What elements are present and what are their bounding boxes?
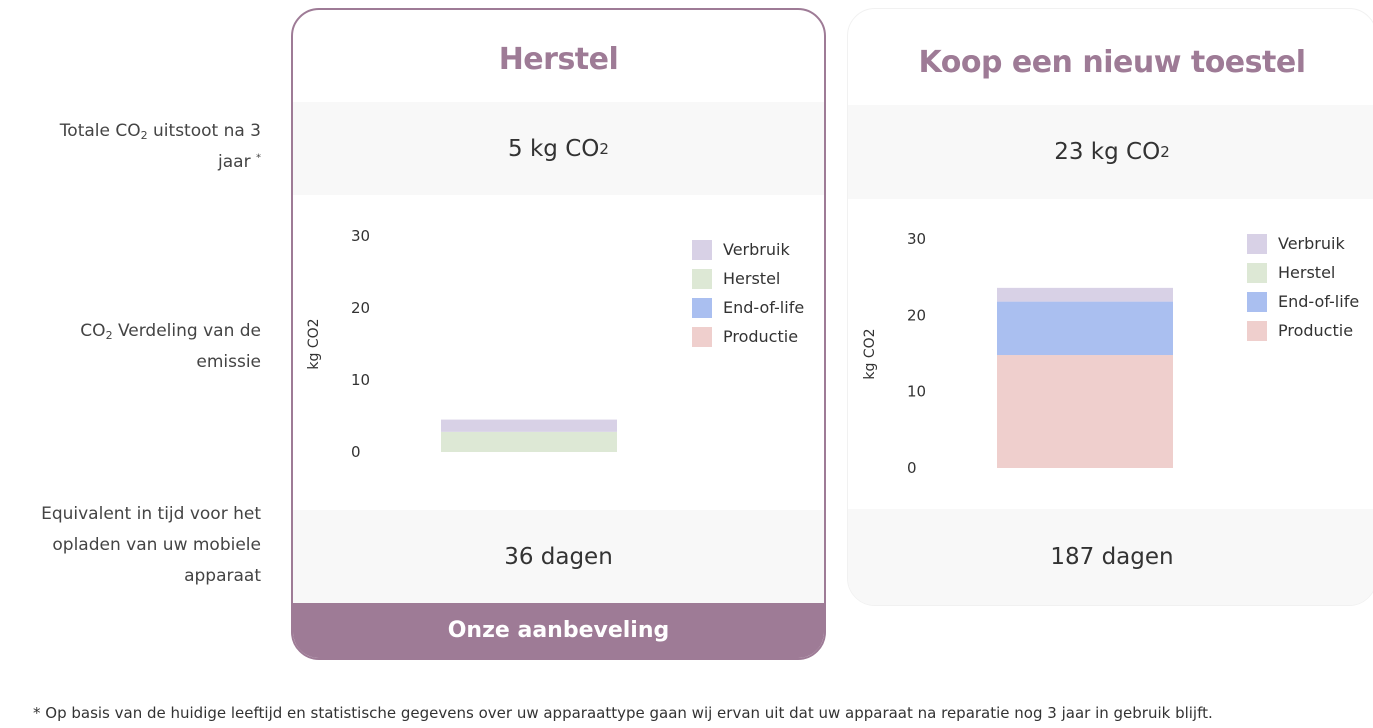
y-tick-30: 30: [351, 227, 370, 245]
legend-label-verbruik: Verbruik: [1278, 234, 1345, 253]
y-tick-10: 10: [907, 383, 926, 401]
legend-swatch-end-of-life: [1247, 292, 1267, 312]
equivalent-label-line1: Equivalent in tijd voor het: [41, 504, 261, 524]
total-co2-label-line2: jaar: [218, 152, 251, 172]
distribution-label-suffix: Verdeling van de: [112, 321, 261, 341]
new-device-card-title: Koop een nieuw toestel: [918, 45, 1306, 80]
y-tick-20: 20: [907, 306, 926, 324]
row-label-equivalent: Equivalent in tijd voor het opladen van …: [30, 499, 261, 592]
bar-segment-end-of-life: [997, 301, 1173, 356]
legend-label-verbruik: Verbruik: [723, 240, 790, 259]
row-label-distribution: CO2 Verdeling van de emissie: [30, 316, 261, 378]
legend-label-productie: Productie: [723, 327, 798, 346]
legend-swatch-productie: [692, 327, 712, 347]
legend-swatch-productie: [1247, 321, 1267, 341]
repair-co2-value: 5 kg CO: [508, 135, 600, 162]
y-tick-0: 0: [351, 443, 361, 461]
bar-segment-herstel: [441, 431, 617, 452]
row-label-total-co2: Totale CO2 uitstoot na 3 jaar *: [30, 116, 261, 178]
legend-label-end-of-life: End-of-life: [1278, 292, 1359, 311]
bar-segment-verbruik: [441, 419, 617, 432]
new-device-option-card[interactable]: Koop een nieuw toestel 23 kg CO 2 0 10 20 30…: [847, 8, 1373, 606]
repair-card-title: Herstel: [498, 42, 619, 77]
equivalent-label-line2: opladen van uw mobiele: [52, 535, 261, 555]
recommendation-banner: Onze aanbeveling: [293, 603, 824, 658]
equivalent-label-line3: apparaat: [184, 566, 261, 586]
new-device-total-co2: 23 kg CO 2: [848, 105, 1373, 199]
y-axis-label: kg CO2: [306, 318, 322, 369]
distribution-label-prefix: CO: [80, 321, 106, 341]
legend-swatch-end-of-life: [692, 298, 712, 318]
total-co2-label-sub: 2: [140, 129, 148, 142]
legend-label-herstel: Herstel: [723, 269, 780, 288]
distribution-label-sub: 2: [105, 329, 113, 342]
repair-charging-days: 36 dagen: [293, 510, 824, 604]
total-co2-label-prefix: Totale CO: [59, 121, 141, 141]
repair-option-card[interactable]: Herstel 5 kg CO 2 0 10 20 30 kg CO2 Verbruik He…: [291, 8, 826, 660]
legend-swatch-herstel: [1247, 263, 1267, 283]
y-tick-20: 20: [351, 299, 370, 317]
legend-swatch-verbruik: [1247, 234, 1267, 254]
repair-total-co2: 5 kg CO 2: [293, 102, 824, 195]
legend-label-productie: Productie: [1278, 321, 1353, 340]
total-co2-label-suffix: uitstoot na 3: [147, 121, 261, 141]
distribution-label-line2: emissie: [196, 352, 261, 372]
y-tick-10: 10: [351, 371, 370, 389]
footnote: * Op basis van de huidige leeftijd en st…: [33, 704, 1213, 722]
repair-emission-chart: 0 10 20 30 kg CO2 Verbruik Herstel End-of-life P…: [306, 227, 804, 461]
legend-swatch-herstel: [692, 269, 712, 289]
y-axis-label: kg CO2: [862, 328, 878, 379]
legend-label-herstel: Herstel: [1278, 263, 1335, 282]
y-tick-0: 0: [907, 459, 917, 477]
bar-segment-verbruik: [997, 287, 1173, 302]
legend-swatch-verbruik: [692, 240, 712, 260]
y-tick-30: 30: [907, 230, 926, 248]
legend-label-end-of-life: End-of-life: [723, 298, 804, 317]
new-device-co2-value: 23 kg CO: [1054, 139, 1161, 165]
new-device-emission-chart: 0 10 20 30 kg CO2 Verbruik Herstel End-of-life P…: [862, 230, 1359, 477]
footnote-marker: *: [256, 152, 261, 164]
bar-segment-productie: [997, 355, 1173, 468]
new-device-charging-days: 187 dagen: [848, 509, 1373, 605]
